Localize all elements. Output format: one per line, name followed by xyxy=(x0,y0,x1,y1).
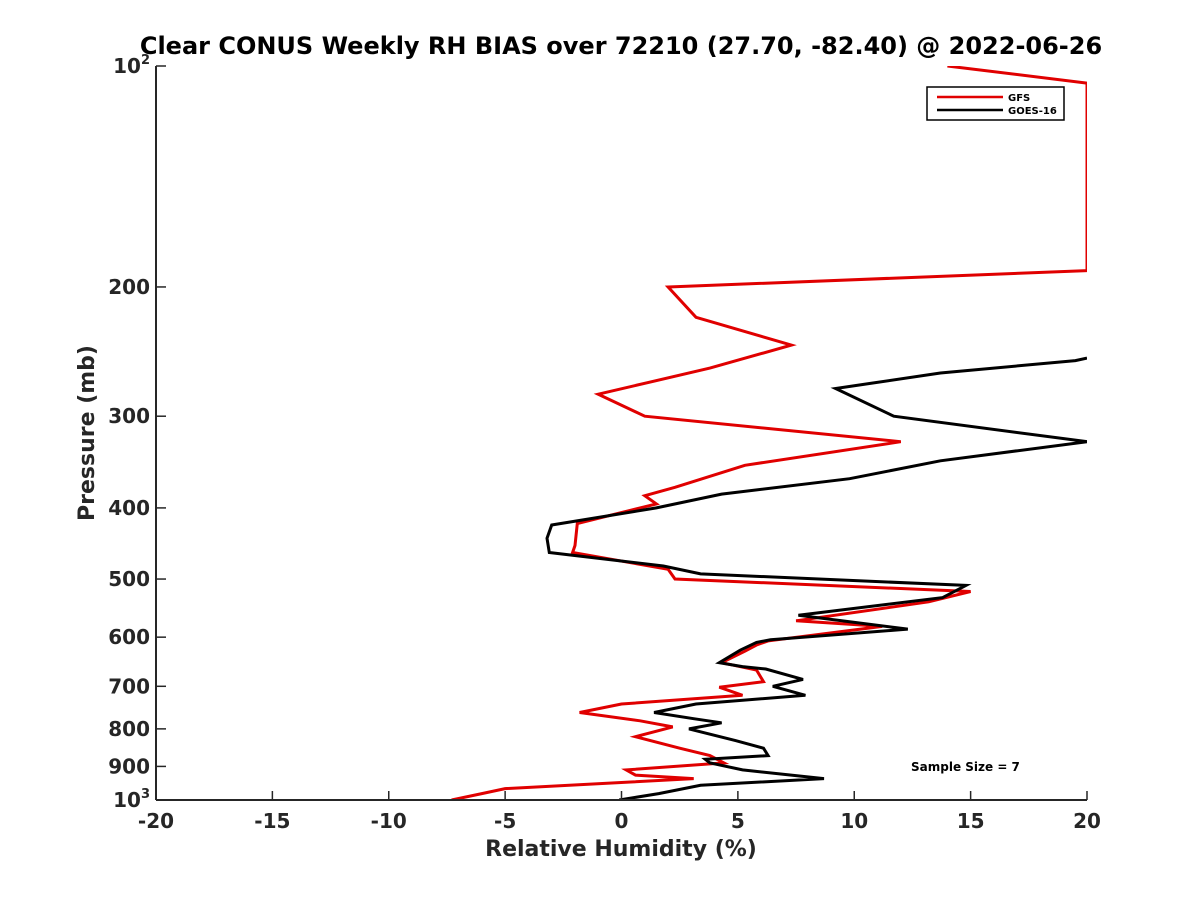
y-tick-label: 300 xyxy=(108,404,150,428)
x-axis-label: Relative Humidity (%) xyxy=(485,837,757,862)
legend-box xyxy=(926,86,1065,121)
x-tick-label: 15 xyxy=(957,809,985,833)
y-tick-label: 500 xyxy=(108,567,150,591)
x-tick-label: -5 xyxy=(494,809,516,833)
chart-title: Clear CONUS Weekly RH BIAS over 72210 (2… xyxy=(140,32,1102,60)
x-ticks: -20 -15 -10 -5 0 5 10 15 20 xyxy=(138,791,1101,833)
y-tick-label: 102 xyxy=(113,53,150,78)
legend-label-goes16: GOES-16 xyxy=(1008,106,1057,117)
y-tick-label: 200 xyxy=(108,275,150,299)
series-line-goes16 xyxy=(545,356,1087,800)
x-tick-label: -10 xyxy=(371,809,407,833)
y-tick-label: 400 xyxy=(108,496,150,520)
y-tick-label: 103 xyxy=(113,787,150,812)
series-layer xyxy=(451,66,1087,800)
y-tick-label: 600 xyxy=(108,625,150,649)
y-tick-label: 800 xyxy=(108,717,150,741)
x-tick-label: 0 xyxy=(615,809,629,833)
y-ticks: 102 200 300 400 500 600 700 800 900 103 xyxy=(108,53,166,812)
x-tick-label: -20 xyxy=(138,809,174,833)
x-tick-label: 10 xyxy=(840,809,868,833)
legend-label-gfs: GFS xyxy=(1008,93,1030,104)
sample-size-annotation: Sample Size = 7 xyxy=(911,760,1020,774)
y-tick-label: 900 xyxy=(108,754,150,778)
legend: GFS GOES-16 xyxy=(926,86,1065,121)
x-tick-label: -15 xyxy=(254,809,290,833)
y-tick-label: 700 xyxy=(108,674,150,698)
x-tick-label: 5 xyxy=(731,809,745,833)
y-axis-label: Pressure (mb) xyxy=(75,345,100,521)
x-tick-label: 20 xyxy=(1073,809,1101,833)
